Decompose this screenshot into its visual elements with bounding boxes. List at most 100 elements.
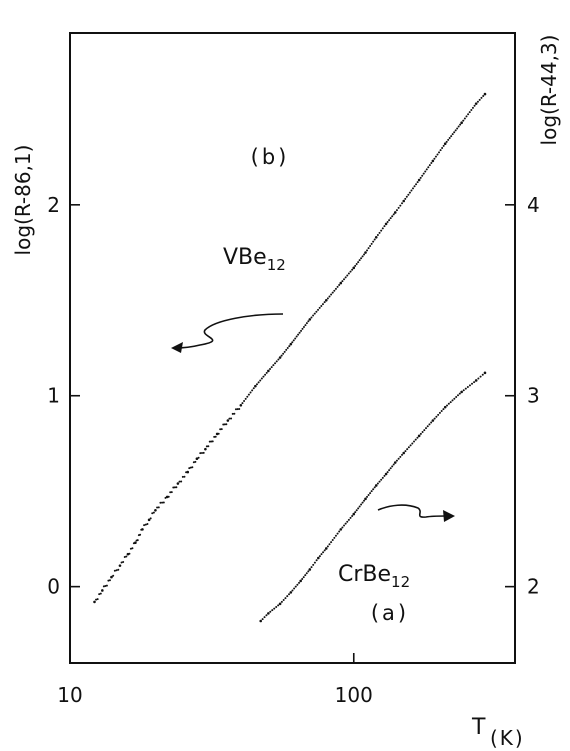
trace-dot bbox=[317, 308, 320, 311]
trace-dot bbox=[257, 381, 260, 384]
trace-dot bbox=[427, 166, 430, 169]
trace-dot bbox=[430, 421, 433, 424]
trace-dot bbox=[406, 448, 409, 451]
trace-dot bbox=[295, 335, 298, 338]
trace-dot bbox=[320, 305, 323, 307]
trace-dot bbox=[320, 553, 323, 556]
trace-dot bbox=[347, 272, 350, 275]
trace-dot bbox=[265, 371, 268, 374]
trace-dot bbox=[230, 417, 233, 420]
trace-dot bbox=[442, 408, 445, 411]
trace-dot bbox=[419, 432, 422, 435]
trace-dot bbox=[286, 347, 289, 349]
data-point bbox=[374, 484, 378, 487]
trace-dot bbox=[261, 618, 264, 621]
trace-dot bbox=[175, 486, 178, 489]
trace-dot bbox=[391, 215, 394, 218]
trace-dot bbox=[471, 382, 474, 385]
trace-dot bbox=[378, 231, 381, 234]
trace-dot bbox=[415, 183, 418, 186]
trace-dot bbox=[280, 354, 283, 357]
trace-dot bbox=[301, 327, 304, 330]
data-point bbox=[110, 575, 113, 579]
series-label-vbe12: VBe12 bbox=[223, 245, 286, 274]
trace-dot bbox=[214, 435, 217, 438]
trace-dot bbox=[376, 234, 379, 237]
trace-dot bbox=[428, 164, 431, 167]
trace-dot bbox=[178, 480, 181, 483]
trace-dot bbox=[269, 610, 272, 613]
trace-dot bbox=[462, 389, 465, 392]
trace-dot bbox=[164, 496, 167, 499]
trace-dot bbox=[436, 153, 439, 156]
trace-dot bbox=[336, 532, 339, 535]
trace-dot bbox=[96, 598, 99, 601]
trace-dot bbox=[401, 453, 404, 456]
trace-dot bbox=[302, 326, 305, 328]
trace-dot bbox=[392, 463, 395, 466]
trace-dot bbox=[442, 144, 445, 147]
trace-dot bbox=[280, 600, 283, 603]
trace-dot bbox=[439, 149, 442, 152]
trace-dot bbox=[334, 534, 337, 537]
trace-dot bbox=[275, 606, 278, 608]
trace-dot bbox=[297, 333, 300, 336]
trace-dot bbox=[478, 98, 481, 101]
trace-dot bbox=[447, 138, 450, 141]
trace-dot bbox=[167, 495, 170, 498]
trace-dot bbox=[205, 445, 208, 448]
trace-dot bbox=[341, 526, 344, 529]
data-point bbox=[267, 612, 270, 615]
trace-dot bbox=[358, 259, 361, 262]
data-point bbox=[239, 403, 243, 407]
trace-dot bbox=[363, 499, 366, 502]
trace-dot bbox=[304, 324, 307, 327]
trace-dot bbox=[277, 358, 280, 361]
trace-dot bbox=[271, 609, 274, 612]
trace-dot bbox=[288, 593, 291, 596]
trace-dot bbox=[144, 523, 147, 526]
trace-dot bbox=[113, 569, 116, 572]
trace-dot bbox=[298, 581, 301, 584]
trace-dot bbox=[438, 151, 441, 154]
trace-dot bbox=[336, 285, 339, 288]
trace-dot bbox=[293, 587, 296, 590]
data-point bbox=[215, 432, 219, 436]
trace-dot bbox=[430, 162, 433, 165]
trace-dot bbox=[458, 392, 461, 395]
trace-dot bbox=[435, 415, 438, 418]
trace-dot bbox=[180, 480, 183, 483]
data-point bbox=[483, 371, 487, 375]
trace-dot bbox=[249, 391, 252, 394]
data-point bbox=[460, 390, 463, 394]
trace-dot bbox=[238, 407, 241, 410]
x-axis-unit: (K) bbox=[490, 726, 525, 750]
trace-dot bbox=[370, 490, 373, 493]
trace-dot bbox=[383, 225, 386, 228]
data-point bbox=[154, 508, 157, 512]
trace-dot bbox=[392, 213, 395, 216]
trace-dot bbox=[102, 585, 105, 588]
trace-dot bbox=[251, 389, 254, 392]
trace-dot bbox=[410, 189, 413, 192]
x-tick-label: 100 bbox=[335, 683, 373, 707]
data-point bbox=[374, 235, 378, 239]
trace-dot bbox=[404, 450, 407, 453]
trace-dot bbox=[292, 339, 295, 342]
y-tick-label-left: 2 bbox=[47, 193, 60, 217]
trace-dot bbox=[381, 476, 384, 479]
trace-dot bbox=[156, 506, 159, 509]
trace-dot bbox=[136, 539, 139, 542]
trace-dot bbox=[434, 155, 437, 158]
trace-dot bbox=[307, 570, 310, 573]
trace-dot bbox=[383, 474, 386, 477]
trace-dot bbox=[326, 297, 329, 300]
trace-dot bbox=[422, 172, 425, 175]
trace-dot bbox=[321, 303, 324, 306]
trace-dot bbox=[456, 394, 459, 397]
trace-dot bbox=[347, 518, 350, 521]
trace-dot bbox=[477, 377, 480, 380]
data-point bbox=[417, 178, 421, 182]
trace-dot bbox=[312, 314, 315, 317]
trace-dot bbox=[265, 614, 268, 617]
